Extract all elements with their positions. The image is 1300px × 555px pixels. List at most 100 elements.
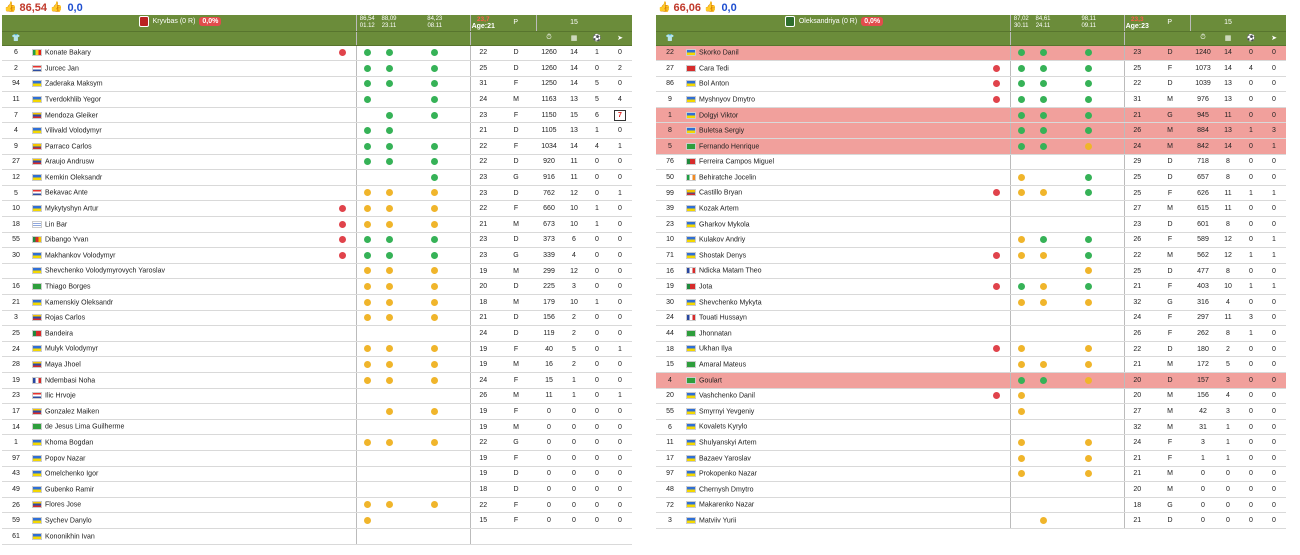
player-name-cell[interactable]: Makarenko Nazar [684, 497, 984, 514]
player-name-cell[interactable]: Vashchenko Danil [684, 388, 984, 405]
player-name-cell[interactable]: Smyrnyi Yevgeniy [684, 403, 984, 420]
player-name-cell[interactable]: Touati Hussayn [684, 310, 984, 327]
player-name-cell[interactable]: Makhankov Volodymyr [30, 247, 330, 264]
player-row[interactable]: 25 Bandeira 24 D 119 2 0 0 [2, 325, 632, 342]
player-name-cell[interactable]: Lin Bar [30, 216, 330, 233]
player-name-cell[interactable]: Myshnyov Dmytro [684, 91, 984, 108]
player-row[interactable]: 19 Jota 21 F 403 10 1 1 [656, 278, 1286, 295]
player-name-cell[interactable]: Bandeira [30, 325, 330, 342]
player-row[interactable]: 11 Tverdokhlib Yegor 24 M 1163 13 5 4 [2, 91, 632, 108]
player-name-cell[interactable]: Buletsa Sergiy [684, 122, 984, 140]
player-row[interactable]: 48 Chernysh Dmytro 20 M 0 0 0 0 [656, 481, 1286, 498]
player-row[interactable]: 22 Skorko Danil 23 D 1240 14 0 0 [656, 45, 1286, 62]
player-row[interactable]: 18 Ukhan Ilya 22 D 180 2 0 0 [656, 341, 1286, 358]
player-name-cell[interactable]: Behiratche Jocelin [684, 169, 984, 186]
player-name-cell[interactable]: Amaral Mateus [684, 356, 984, 373]
player-name-cell[interactable]: Mulyk Volodymyr [30, 341, 330, 358]
player-name-cell[interactable]: Zaderaka Maksym [30, 76, 330, 93]
player-name-cell[interactable]: Chernysh Dmytro [684, 481, 984, 498]
player-row[interactable]: 9 Parraco Carlos 22 F 1034 14 4 1 [2, 138, 632, 155]
match-header[interactable]: 84,61 24.11 [1032, 15, 1054, 32]
match-header[interactable]: 98,11 09.11 [1054, 15, 1124, 32]
player-row[interactable]: 61 Kononikhin Ivan [2, 528, 632, 545]
player-row[interactable]: 16 Ndicka Matam Theo 25 D 477 8 0 0 [656, 263, 1286, 280]
games-header[interactable]: 15 [1216, 15, 1240, 32]
player-name-cell[interactable]: Bazaev Yaroslav [684, 450, 984, 467]
player-name-cell[interactable]: Dolgyi Viktor [684, 107, 984, 124]
player-name-cell[interactable]: Khoma Bogdan [30, 434, 330, 451]
player-row[interactable]: 1 Dolgyi Viktor 21 G 945 11 0 0 [656, 107, 1286, 124]
player-row[interactable]: Shevchenko Volodymyrovych Yaroslav 19 M 299… [2, 263, 632, 280]
player-name-cell[interactable]: Kovalets Kyrylo [684, 419, 984, 436]
player-row[interactable]: 2 Jurcec Jan 25 D 1260 14 0 2 [2, 60, 632, 77]
player-row[interactable]: 30 Makhankov Volodymyr 23 G 339 4 0 0 [2, 247, 632, 264]
team-header[interactable]: Kryvbas (0 R) 0,0% [30, 15, 330, 32]
player-row[interactable]: 97 Prokopenko Nazar 21 M 0 0 0 0 [656, 466, 1286, 483]
player-row[interactable]: 10 Kulakov Andriy 26 F 589 12 0 1 [656, 232, 1286, 249]
player-name-cell[interactable]: Goulart [684, 372, 984, 389]
player-row[interactable]: 44 Jhonnatan 26 F 262 8 1 0 [656, 325, 1286, 342]
player-row[interactable]: 19 Ndembasi Noha 24 F 15 1 0 0 [2, 372, 632, 389]
player-row[interactable]: 9 Myshnyov Dmytro 31 M 976 13 0 0 [656, 91, 1286, 108]
player-name-cell[interactable]: Omelchenko Igor [30, 466, 330, 483]
player-row[interactable]: 5 Fernando Henrique 24 M 842 14 0 1 [656, 138, 1286, 155]
player-row[interactable]: 50 Behiratche Jocelin 25 D 657 8 0 0 [656, 169, 1286, 186]
player-name-cell[interactable]: Bol Anton [684, 76, 984, 93]
player-row[interactable]: 3 Matviiv Yurii 21 D 0 0 0 0 [656, 512, 1286, 529]
player-name-cell[interactable]: Araujo Andrusw [30, 154, 330, 171]
player-row[interactable]: 39 Kozak Artem 27 M 615 11 0 0 [656, 200, 1286, 218]
player-name-cell[interactable]: Mykytyshyn Artur [30, 200, 330, 218]
player-name-cell[interactable]: Kononikhin Ivan [30, 528, 330, 545]
player-name-cell[interactable]: Gharkov Mykola [684, 216, 984, 233]
player-name-cell[interactable]: Gubenko Ramir [30, 481, 330, 498]
match-header[interactable]: 87,02 30.11 [1009, 15, 1032, 32]
player-name-cell[interactable]: Jhonnatan [684, 325, 984, 342]
player-name-cell[interactable]: Mendoza Gleiker [30, 107, 330, 124]
player-row[interactable]: 26 Flores Jose 22 F 0 0 0 0 [2, 497, 632, 514]
player-name-cell[interactable]: Sychev Danylo [30, 512, 330, 529]
player-row[interactable]: 94 Zaderaka Maksym 31 F 1250 14 5 0 [2, 76, 632, 93]
position-header[interactable]: P [1150, 15, 1190, 32]
player-row[interactable]: 6 Kovalets Kyrylo 32 M 31 1 0 0 [656, 419, 1286, 436]
player-row[interactable]: 99 Castillo Bryan 25 F 626 11 1 1 [656, 185, 1286, 202]
player-name-cell[interactable]: Skorko Danil [684, 45, 984, 62]
player-name-cell[interactable]: de Jesus Lima Guilherme [30, 419, 330, 436]
player-name-cell[interactable]: Thiago Borges [30, 278, 330, 295]
player-row[interactable]: 24 Mulyk Volodymyr 19 F 40 5 0 1 [2, 341, 632, 358]
player-row[interactable]: 11 Shulyanskyi Artem 24 F 3 1 0 0 [656, 434, 1286, 451]
player-name-cell[interactable]: Shevchenko Volodymyrovych Yaroslav [30, 263, 330, 280]
player-name-cell[interactable]: Jota [684, 278, 984, 295]
player-name-cell[interactable]: Ferreira Campos Miguel [684, 154, 984, 171]
player-name-cell[interactable]: Flores Jose [30, 497, 330, 514]
player-row[interactable]: 17 Bazaev Yaroslav 21 F 1 1 0 0 [656, 450, 1286, 467]
player-row[interactable]: 20 Vashchenko Danil 20 M 156 4 0 0 [656, 388, 1286, 405]
player-row[interactable]: 97 Popov Nazar 19 F 0 0 0 0 [2, 450, 632, 467]
player-name-cell[interactable]: Bekavac Ante [30, 185, 330, 202]
player-name-cell[interactable]: Matviiv Yurii [684, 512, 984, 529]
player-name-cell[interactable]: Kamenskiy Oleksandr [30, 294, 330, 311]
player-row[interactable]: 71 Shostak Denys 22 M 562 12 1 1 [656, 247, 1286, 264]
match-header[interactable]: 84,23 08.11 [400, 15, 470, 32]
player-row[interactable]: 5 Bekavac Ante 23 D 762 12 0 1 [2, 185, 632, 202]
player-row[interactable]: 17 Gonzalez Maiken 19 F 0 0 0 0 [2, 403, 632, 420]
player-name-cell[interactable]: Fernando Henrique [684, 138, 984, 155]
player-row[interactable]: 59 Sychev Danylo 15 F 0 0 0 0 [2, 512, 632, 529]
player-row[interactable]: 6 Konate Bakary 22 D 1260 14 1 0 [2, 45, 632, 62]
player-row[interactable]: 24 Touati Hussayn 24 F 297 11 3 0 [656, 310, 1286, 327]
player-name-cell[interactable]: Dibango Yvan [30, 232, 330, 249]
match-header[interactable]: 88,09 23.11 [378, 15, 400, 32]
player-row[interactable]: 49 Gubenko Ramir 18 D 0 0 0 0 [2, 481, 632, 498]
player-name-cell[interactable]: Konate Bakary [30, 45, 330, 62]
player-row[interactable]: 23 Ilic Hrvoje 26 M 11 1 0 1 [2, 388, 632, 405]
age-header[interactable]: 23,7 Age:21 [469, 15, 496, 32]
player-name-cell[interactable]: Rojas Carlos [30, 310, 330, 327]
player-row[interactable]: 27 Araujo Andrusw 22 D 920 11 0 0 [2, 154, 632, 171]
player-name-cell[interactable]: Shevchenko Mykyta [684, 294, 984, 311]
player-name-cell[interactable]: Shostak Denys [684, 247, 984, 264]
player-name-cell[interactable]: Jurcec Jan [30, 60, 330, 77]
player-row[interactable]: 14 de Jesus Lima Guilherme 19 M 0 0 0 0 [2, 419, 632, 436]
player-name-cell[interactable]: Vilivald Volodymyr [30, 122, 330, 140]
player-name-cell[interactable]: Ndicka Matam Theo [684, 263, 984, 280]
player-row[interactable]: 18 Lin Bar 21 M 673 10 1 0 [2, 216, 632, 233]
team-header[interactable]: Oleksandriya (0 R) 0,0% [684, 15, 984, 32]
